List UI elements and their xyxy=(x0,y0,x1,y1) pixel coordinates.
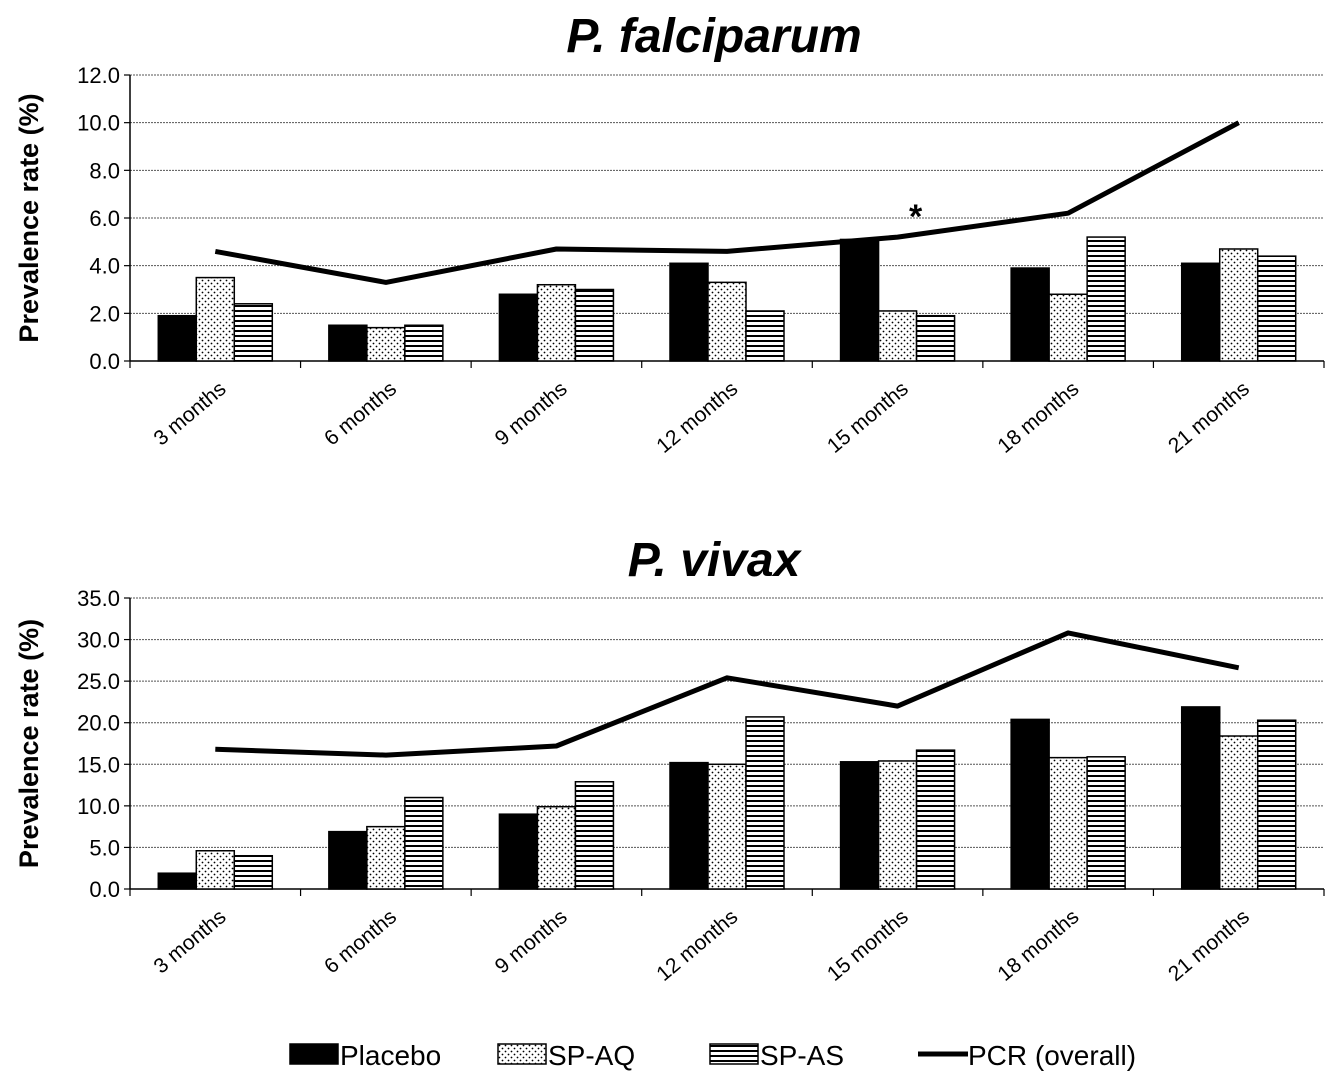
legend: Placebo SP-AQ SP-AS PCR (overall) xyxy=(290,1040,1136,1071)
bar-sp-as xyxy=(575,782,613,889)
bar-sp-aq xyxy=(879,761,917,889)
bar-placebo xyxy=(329,325,367,361)
y-tick-label: 6.0 xyxy=(89,206,120,231)
series-line-pcr-overall xyxy=(215,633,1238,755)
x-tick-label: 6 months xyxy=(320,905,401,978)
bar-sp-aq xyxy=(1049,758,1087,889)
bar-sp-aq xyxy=(537,807,575,889)
bar-sp-aq xyxy=(1220,249,1258,361)
bar-sp-as xyxy=(1258,720,1296,889)
bar-sp-aq xyxy=(367,827,405,889)
x-tick-label: 6 months xyxy=(320,377,401,450)
bar-placebo xyxy=(1011,268,1049,361)
bar-sp-aq xyxy=(367,328,405,361)
falciparum-chart: P. falciparum Prevalence rate (%) 0.0 2.0 4.… xyxy=(14,10,1324,458)
y-tick-label: 0.0 xyxy=(89,877,120,902)
legend-label: Placebo xyxy=(340,1040,441,1071)
bar-placebo xyxy=(1182,263,1220,361)
bar-sp-aq xyxy=(708,282,746,361)
bar-placebo xyxy=(158,316,196,361)
bar-placebo xyxy=(841,239,879,361)
x-tick-label: 18 months xyxy=(993,905,1083,986)
bar-placebo xyxy=(670,763,708,889)
series-line-pcr-overall xyxy=(215,123,1238,283)
bar-sp-aq xyxy=(879,311,917,361)
bar-sp-as xyxy=(1258,256,1296,361)
bar-sp-as xyxy=(917,316,955,361)
bar-sp-as xyxy=(405,798,443,889)
x-tick-label: 9 months xyxy=(491,377,572,450)
vivax-chart: P. vivax Prevalence rate (%) 0.0 5.0 10.0 15.… xyxy=(14,534,1324,986)
bar-sp-aq xyxy=(1049,294,1087,361)
y-tick-label: 2.0 xyxy=(89,301,120,326)
x-tick-label: 21 months xyxy=(1164,377,1254,458)
bar-sp-as xyxy=(575,290,613,362)
y-tick-label: 8.0 xyxy=(89,158,120,183)
y-tick-label: 10.0 xyxy=(77,794,120,819)
bar-placebo xyxy=(158,873,196,889)
y-tick-label: 12.0 xyxy=(77,63,120,88)
x-tick-label: 15 months xyxy=(823,905,913,986)
bar-sp-as xyxy=(234,856,272,889)
x-tick-label: 3 months xyxy=(150,905,231,978)
y-tick-label: 20.0 xyxy=(77,711,120,736)
bar-sp-as xyxy=(746,311,784,361)
bar-sp-as xyxy=(746,717,784,889)
x-tick-label: 12 months xyxy=(652,377,742,458)
bar-sp-as xyxy=(1087,757,1125,889)
x-tick-label: 15 months xyxy=(823,377,913,458)
legend-label: SP-AS xyxy=(760,1040,844,1071)
bar-sp-aq xyxy=(196,278,234,361)
y-tick-label: 15.0 xyxy=(77,752,120,777)
y-tick-label: 4.0 xyxy=(89,254,120,279)
bar-placebo xyxy=(499,294,537,361)
x-tick-label: 12 months xyxy=(652,905,742,986)
bar-sp-aq xyxy=(537,285,575,361)
y-tick-label: 0.0 xyxy=(89,349,120,374)
bar-sp-as xyxy=(917,750,955,889)
legend-swatch-dots xyxy=(498,1044,546,1064)
y-axis-label: Prevalence rate (%) xyxy=(14,93,44,342)
bar-sp-aq xyxy=(1220,736,1258,889)
chart-title: P. vivax xyxy=(628,534,803,587)
y-tick-label: 25.0 xyxy=(77,669,120,694)
x-tick-label: 21 months xyxy=(1164,905,1254,986)
bar-placebo xyxy=(329,832,367,889)
bar-sp-as xyxy=(405,325,443,361)
legend-swatch-hlines xyxy=(710,1044,758,1064)
bar-sp-as xyxy=(234,304,272,361)
bar-placebo xyxy=(670,263,708,361)
legend-swatch-solid xyxy=(290,1044,338,1064)
x-tick-label: 18 months xyxy=(993,377,1083,458)
legend-label: PCR (overall) xyxy=(968,1040,1136,1071)
y-tick-label: 35.0 xyxy=(77,586,120,611)
x-tick-label: 9 months xyxy=(491,905,572,978)
bar-placebo xyxy=(841,762,879,889)
bar-placebo xyxy=(1182,707,1220,889)
y-tick-label: 10.0 xyxy=(77,111,120,136)
bar-placebo xyxy=(499,814,537,889)
bar-sp-aq xyxy=(708,764,746,889)
legend-label: SP-AQ xyxy=(548,1040,635,1071)
y-tick-label: 30.0 xyxy=(77,628,120,653)
chart-title: P. falciparum xyxy=(566,10,861,63)
significance-marker: * xyxy=(909,198,923,236)
y-axis-label: Prevalence rate (%) xyxy=(14,619,44,868)
x-tick-label: 3 months xyxy=(150,377,231,450)
y-tick-label: 5.0 xyxy=(89,835,120,860)
bar-sp-aq xyxy=(196,851,234,889)
bar-sp-as xyxy=(1087,237,1125,361)
bar-placebo xyxy=(1011,719,1049,889)
